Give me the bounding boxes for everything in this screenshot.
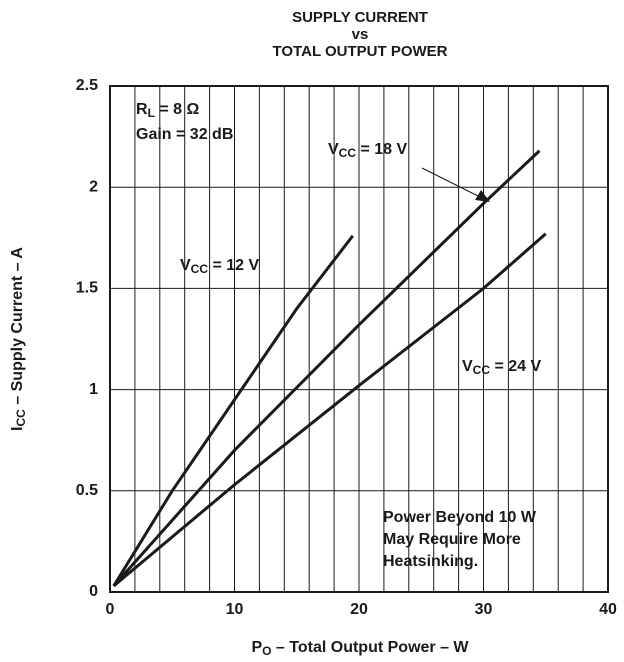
series-label-sub: CC [191,262,209,276]
series-label-main: V [462,358,473,375]
arrow-head [475,190,490,202]
x-tick-label: 40 [599,601,617,618]
series-label: VCC = 24 V [462,358,541,377]
plot-frame [109,85,609,593]
x-tick-label: 10 [226,601,244,618]
arrow-line [421,167,481,198]
data-line [112,234,354,587]
y-axis-label-rest: – Supply Current – A [9,247,26,410]
y-tick-label: 2.5 [76,77,98,94]
chart-title: TOTAL OUTPUT POWER [273,43,448,60]
annotation-main: R [136,101,148,118]
annotation: Power Beyond 10 W [383,509,537,526]
y-tick-label: 1 [89,381,98,398]
chart-title: vs [352,26,369,43]
chart-title: SUPPLY CURRENT [292,9,428,26]
y-tick-label: 1.5 [76,280,98,297]
data-line [112,149,541,587]
series-label-sub: CC [473,363,491,377]
x-tick-label: 30 [475,601,493,618]
x-tick-label: 0 [106,601,115,618]
annotation-main: Heatsinking. [383,553,478,570]
series-label-rest: = 24 V [490,358,541,375]
y-axis-label-sub: CC [14,409,28,427]
annotation: May Require More [383,531,521,548]
y-tick-label: 0 [89,583,98,600]
x-axis-label-rest: – Total Output Power – W [271,639,469,656]
annotation-sub: L [148,106,155,120]
y-axis-label-main: I [9,427,26,431]
annotation-main: Power Beyond 10 W [383,509,537,526]
annotation-main: May Require More [383,531,521,548]
y-tick-label: 0.5 [76,482,98,499]
series-label: VCC = 18 V [328,141,407,160]
x-axis-label-sub: O [262,644,271,658]
data-line [112,232,547,588]
annotation: Heatsinking. [383,553,478,570]
annotation-rest: = 8 Ω [155,101,200,118]
y-tick-label: 2 [89,178,98,195]
x-axis-label: PO – Total Output Power – W [251,639,469,658]
annotation: RL = 8 Ω [136,101,199,120]
series-label-main: V [180,257,191,274]
annotation: Gain = 32 dB [136,126,233,143]
series-label-rest: = 12 V [208,257,259,274]
x-axis-label-main: P [251,639,262,656]
series-label: VCC = 12 V [180,257,259,276]
series-label-rest: = 18 V [356,141,407,158]
series-label-main: V [328,141,339,158]
annotation-main: Gain = 32 dB [136,126,233,143]
x-tick-label: 20 [350,601,368,618]
series-label-sub: CC [339,146,357,160]
y-axis-label: ICC – Supply Current – A [9,247,28,431]
